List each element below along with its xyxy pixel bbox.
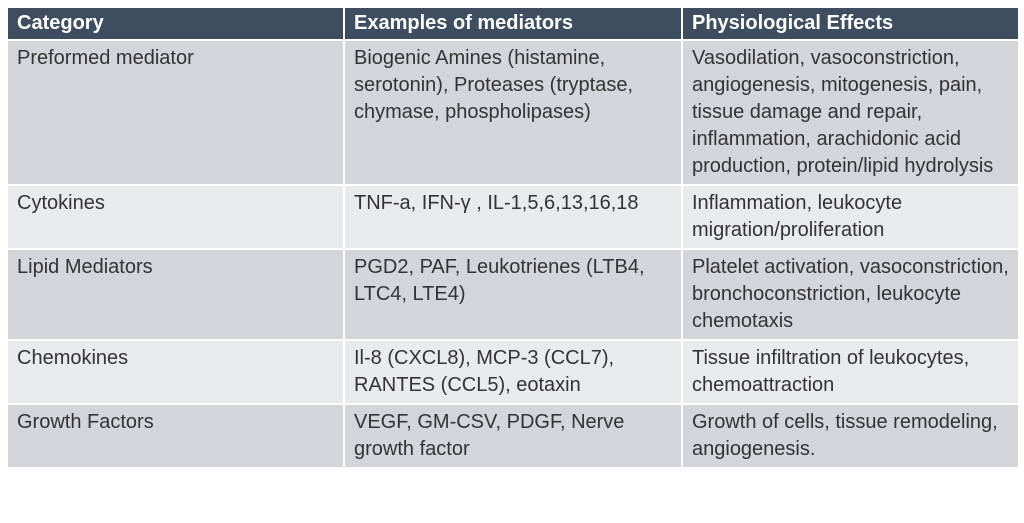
table-row: Lipid Mediators PGD2, PAF, Leukotrienes … [6,248,1020,341]
header-category: Category [6,6,345,41]
table-row: Chemokines Il-8 (CXCL8), MCP-3 (CCL7), R… [6,339,1020,405]
examples-cell: Il-8 (CXCL8), MCP-3 (CCL7), RANTES (CCL5… [343,339,683,405]
effects-cell: Tissue infiltration of leukocytes, chemo… [681,339,1020,405]
examples-cell: Biogenic Amines (histamine, serotonin), … [343,39,683,186]
table-row: Growth Factors VEGF, GM-CSV, PDGF, Nerve… [6,403,1020,469]
examples-cell: PGD2, PAF, Leukotrienes (LTB4, LTC4, LTE… [343,248,683,341]
effects-cell: Platelet activation, vasoconstriction, b… [681,248,1020,341]
category-cell: Cytokines [6,184,345,250]
effects-cell: Inflammation, leukocyte migration/prolif… [681,184,1020,250]
header-effects: Physiological Effects [681,6,1020,41]
header-examples: Examples of mediators [343,6,683,41]
category-cell: Lipid Mediators [6,248,345,341]
examples-cell: TNF-a, IFN-γ , IL-1,5,6,13,16,18 [343,184,683,250]
table-row: Preformed mediator Biogenic Amines (hist… [6,39,1020,186]
category-cell: Preformed mediator [6,39,345,186]
effects-cell: Growth of cells, tissue remodeling, angi… [681,403,1020,469]
examples-cell: VEGF, GM-CSV, PDGF, Nerve growth factor [343,403,683,469]
header-row: Category Examples of mediators Physiolog… [6,6,1020,41]
category-cell: Growth Factors [6,403,345,469]
effects-cell: Vasodilation, vasoconstriction, angiogen… [681,39,1020,186]
category-cell: Chemokines [6,339,345,405]
mediators-table: Category Examples of mediators Physiolog… [6,6,1020,469]
table-row: Cytokines TNF-a, IFN-γ , IL-1,5,6,13,16,… [6,184,1020,250]
